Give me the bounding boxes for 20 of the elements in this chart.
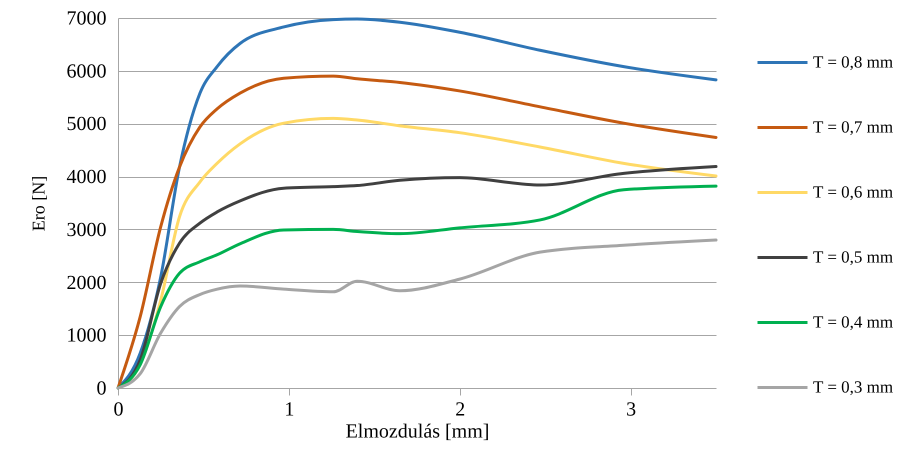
- y-axis-title: Ero [N]: [28, 176, 48, 232]
- legend-label: T = 0,6 mm: [813, 182, 894, 202]
- y-tick-label: 5000: [66, 113, 106, 136]
- legend-label: T = 0,3 mm: [813, 378, 894, 396]
- legend-label: T = 0,5 mm: [813, 248, 894, 266]
- y-tick-label: 2000: [66, 272, 106, 294]
- x-tick-label: 2: [455, 398, 466, 420]
- x-tick-label: 1: [284, 398, 294, 420]
- legend-label: T = 0,7 mm: [813, 118, 894, 136]
- x-tick-label: 3: [626, 398, 636, 420]
- x-axis-title: Elmozdulás [mm]: [346, 420, 490, 442]
- y-tick-label: 4000: [66, 166, 106, 188]
- legend-label: T = 0,8 mm: [813, 52, 894, 72]
- y-tick-label: 3000: [66, 218, 106, 241]
- y-tick-label: 6000: [66, 60, 106, 82]
- legend-label: T = 0,4 mm: [813, 312, 894, 332]
- y-tick-label: 7000: [66, 8, 106, 30]
- x-tick-label: 0: [114, 398, 124, 420]
- y-tick-label: 1000: [66, 324, 106, 347]
- y-tick-label: 0: [96, 378, 106, 400]
